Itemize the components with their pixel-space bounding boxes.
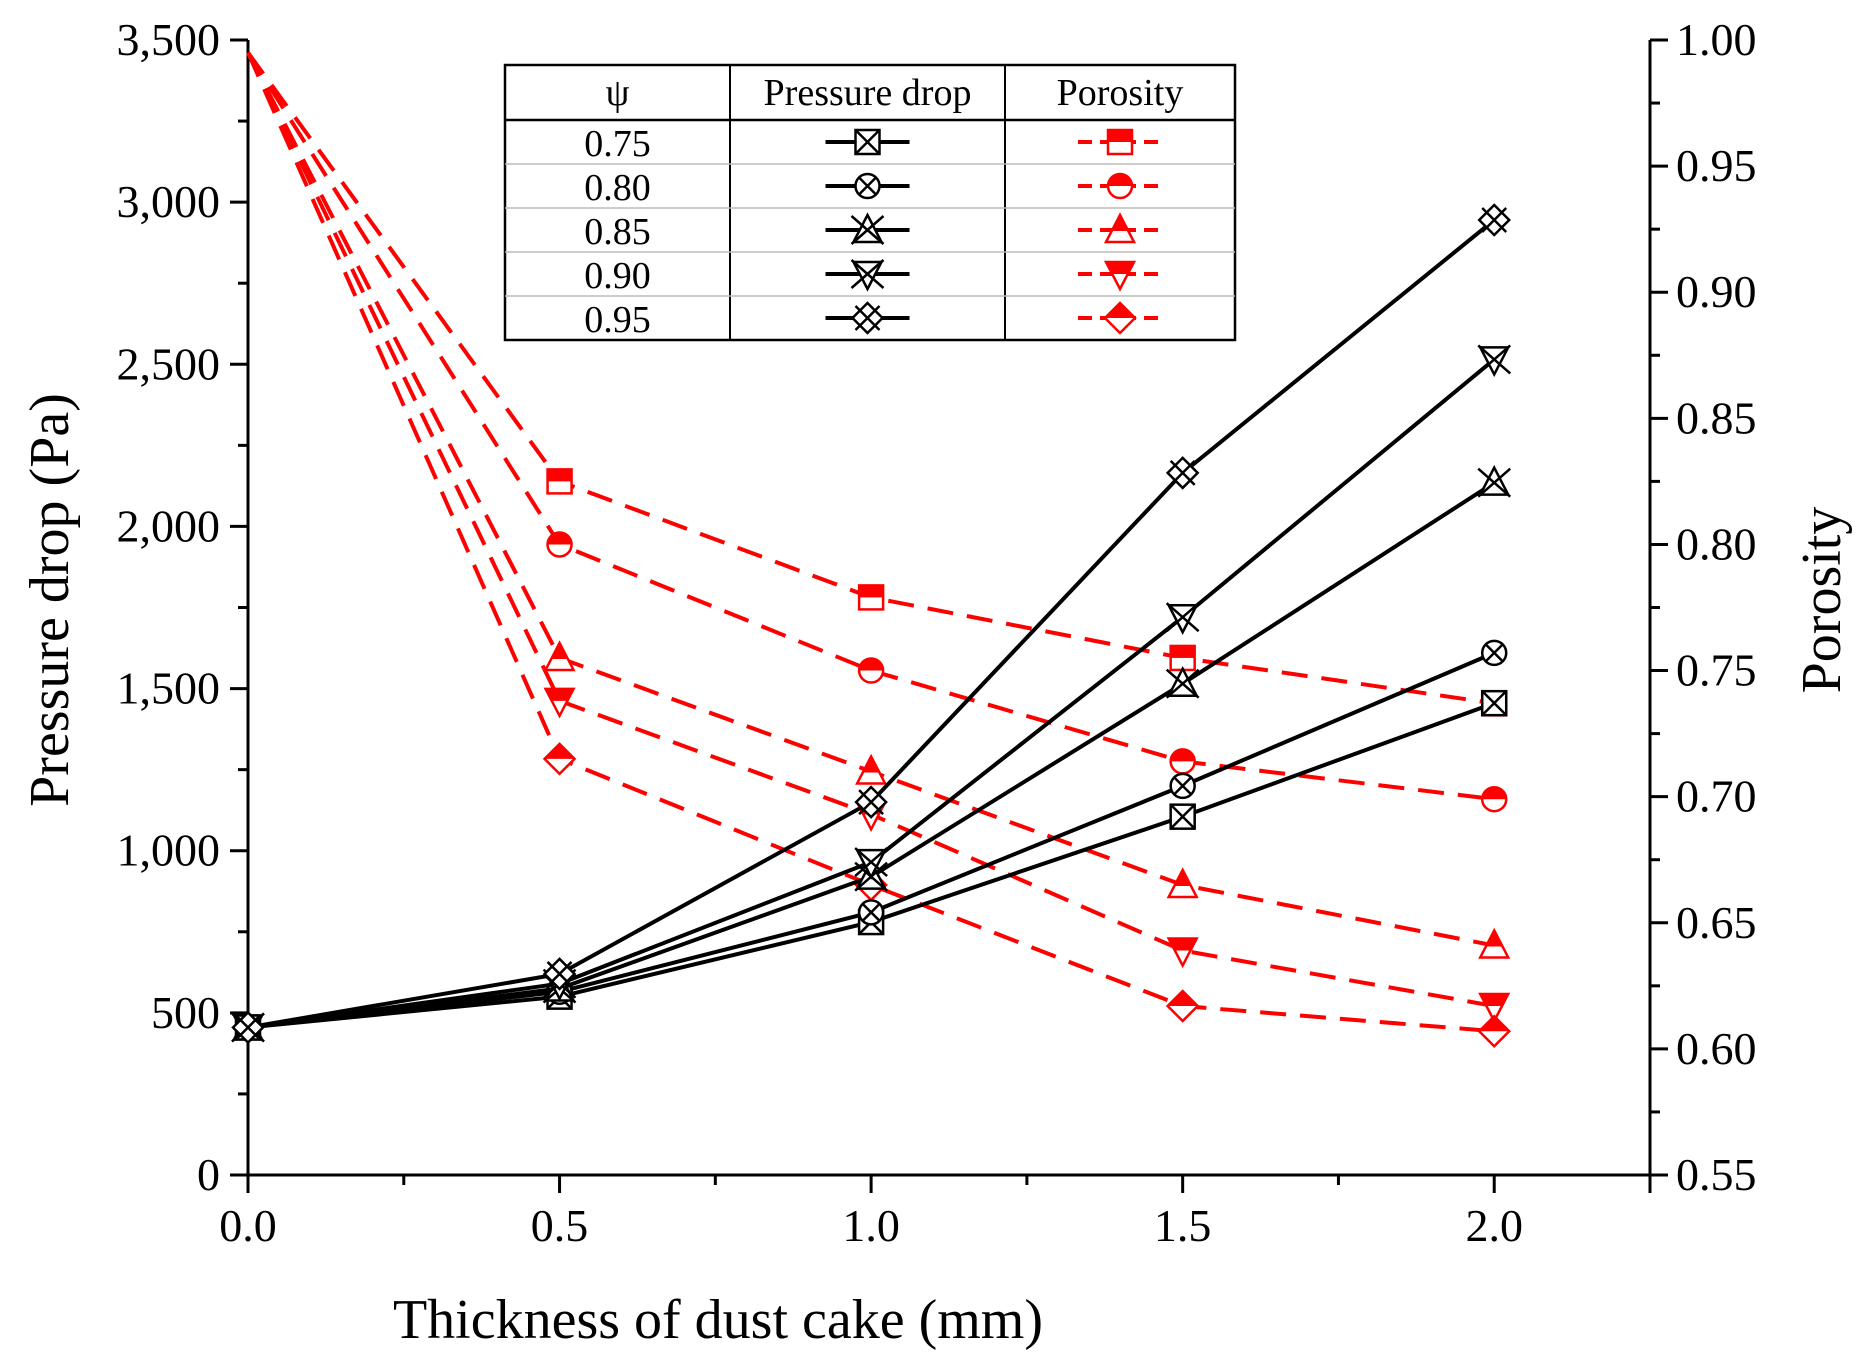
x-tick-label: 1.0 — [842, 1200, 900, 1251]
series-layer — [231, 51, 1512, 1048]
y-right-tick-label: 0.90 — [1676, 266, 1757, 317]
legend-pressure-marker-cross — [854, 129, 881, 155]
legend-porosity-marker-fill — [1108, 130, 1132, 142]
y-left-tick-label: 500 — [151, 987, 220, 1038]
legend-row-label: 0.75 — [584, 123, 651, 165]
y-left-tick-label: 2,500 — [117, 338, 221, 389]
y-right-axis-title: Porosity — [1791, 507, 1853, 694]
legend-porosity-marker-fill — [1112, 215, 1128, 231]
porosity-marker-085-fill — [551, 642, 568, 659]
pressure-marker-080-cross — [1173, 776, 1193, 796]
y-left-tick-label: 0 — [197, 1149, 220, 1200]
porosity-marker-085-fill — [1486, 930, 1502, 947]
pressure-marker-090-cross — [1165, 602, 1200, 633]
pressure-series-090 — [231, 344, 1512, 1046]
x-tick-label: 0.0 — [219, 1200, 277, 1251]
legend-header: Pressure drop — [764, 72, 972, 114]
pressure-line-080 — [247, 651, 1496, 1030]
legend-pressure-marker-cross — [850, 259, 885, 289]
y-right-tick-label: 0.55 — [1676, 1149, 1757, 1200]
y-left-tick-label: 1,500 — [117, 663, 221, 714]
porosity-marker-090-fill — [545, 688, 574, 701]
porosity-marker-095-fill — [1479, 1016, 1510, 1032]
legend-box — [503, 63, 1237, 342]
porosity-marker-075-fill — [859, 585, 884, 598]
axis-titles: Thickness of dust cake (mm) Pressure dro… — [19, 393, 1853, 1351]
y-right-tick-label: 0.70 — [1676, 771, 1757, 822]
pressure-marker-095-cross — [235, 1014, 261, 1041]
porosity-marker-080-fill — [859, 658, 884, 671]
y-left-tick-label: 2,000 — [117, 500, 221, 551]
legend-porosity-marker-fill — [1105, 303, 1135, 318]
porosity-marker-080-fill — [547, 532, 572, 545]
y-right-tick-label: 0.85 — [1676, 392, 1757, 443]
y-left-tick-label: 3,500 — [117, 14, 221, 65]
legend-pressure-marker-cross — [850, 215, 885, 245]
pressure-marker-095-cross — [1481, 207, 1508, 233]
pressure-marker-075-cross — [1169, 803, 1196, 830]
legend-row-label: 0.85 — [584, 211, 651, 253]
porosity-series-085 — [246, 51, 1511, 959]
porosity-marker-085-fill — [1174, 869, 1191, 886]
porosity-marker-080-fill — [1170, 749, 1195, 762]
legend-pressure-marker-cross — [854, 305, 881, 331]
y-right-tick-label: 0.60 — [1676, 1023, 1757, 1074]
porosity-marker-095-fill — [544, 743, 575, 759]
pressure-marker-095-cross — [1169, 460, 1196, 486]
pressure-series-095 — [231, 203, 1511, 1045]
legend-header: ψ — [606, 72, 630, 114]
legend-row-label: 0.80 — [584, 167, 651, 209]
y-left-axis-title: Pressure drop (Pa) — [19, 393, 81, 807]
pressure-marker-090-cross — [1477, 344, 1512, 375]
porosity-marker-075-fill — [1170, 645, 1195, 658]
y-right-tick-label: 0.95 — [1676, 140, 1757, 191]
pressure-marker-095-cross — [546, 961, 573, 987]
axes: 0.0 0.5 1.0 1.5 2.0 0 500 1,000 1,500 2,000 2,500 3… — [117, 14, 1757, 1251]
pressure-marker-085-cross — [1165, 668, 1200, 699]
porosity-series-080 — [246, 51, 1508, 813]
pressure-marker-080-cross — [861, 902, 881, 922]
x-tick-label: 1.5 — [1154, 1200, 1212, 1251]
x-tick-label: 0.5 — [531, 1200, 589, 1251]
y-right-tick-label: 0.65 — [1676, 897, 1757, 948]
y-left-tick-label: 3,000 — [117, 176, 221, 227]
pressure-series-080 — [234, 639, 1508, 1041]
pressure-marker-090-cross — [854, 847, 888, 878]
legend-porosity-marker-fill — [1106, 262, 1134, 274]
legend-header: Porosity — [1057, 72, 1184, 114]
x-axis-title: Thickness of dust cake (mm) — [393, 1289, 1043, 1351]
legend-row-label: 0.90 — [584, 255, 651, 297]
porosity-marker-075-fill — [547, 469, 572, 482]
legend-pressure-marker-cross — [858, 176, 877, 196]
y-left-tick-label: 1,000 — [117, 825, 221, 876]
porosity-marker-085-fill — [863, 756, 879, 773]
x-tick-label: 2.0 — [1465, 1200, 1523, 1251]
porosity-marker-095-fill — [1167, 991, 1198, 1007]
y-right-tick-label: 0.80 — [1676, 518, 1757, 569]
pressure-marker-085-cross — [1477, 467, 1512, 498]
legend-porosity-marker-fill — [1108, 174, 1132, 186]
pressure-marker-075-cross — [1481, 690, 1508, 717]
legend: ψ Pressure drop Porosity 0.750.800.850.900.… — [503, 63, 1237, 342]
y-right-tick-label: 0.75 — [1676, 645, 1757, 696]
porosity-marker-090-fill — [1480, 994, 1509, 1007]
porosity-marker-090-fill — [1168, 938, 1197, 951]
legend-row-label: 0.95 — [584, 299, 651, 341]
porosity-marker-080-fill — [1482, 787, 1507, 800]
y-right-tick-label: 1.00 — [1676, 14, 1757, 65]
pressure-marker-080-cross — [1484, 643, 1504, 663]
pressure-marker-095-cross — [858, 789, 884, 815]
